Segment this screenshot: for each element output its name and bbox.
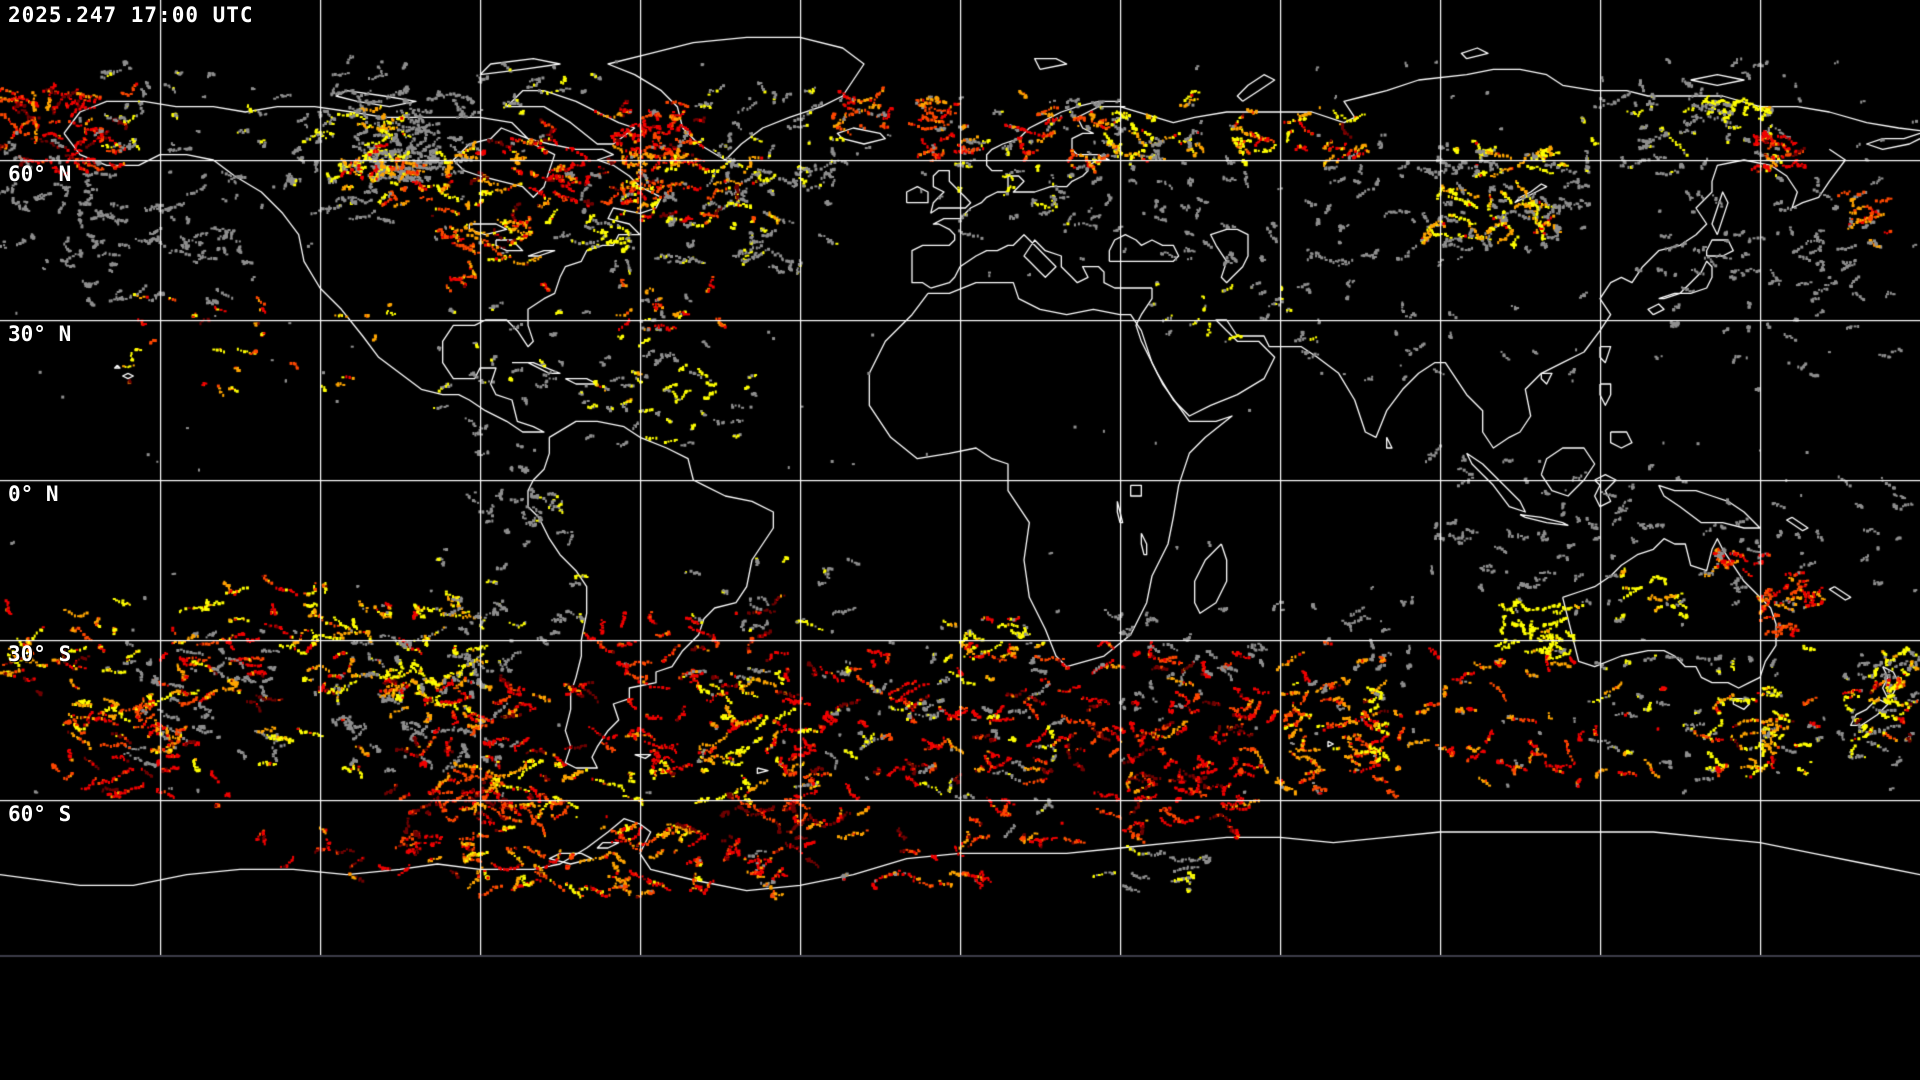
latitude-label-30s: 30° S — [8, 642, 72, 666]
latitude-label-60s: 60° S — [8, 802, 72, 826]
legend-bar: SLW Large Drop Index 13.5-16 16-19 19-22… — [0, 960, 1920, 1080]
world-map-canvas — [0, 0, 1920, 960]
timestamp: 2025.247 17:00 UTC — [8, 3, 254, 27]
latitude-label-0n: 0° N — [8, 482, 59, 506]
latitude-label-30n: 30° N — [8, 322, 72, 346]
latitude-label-60n: 60° N — [8, 162, 72, 186]
